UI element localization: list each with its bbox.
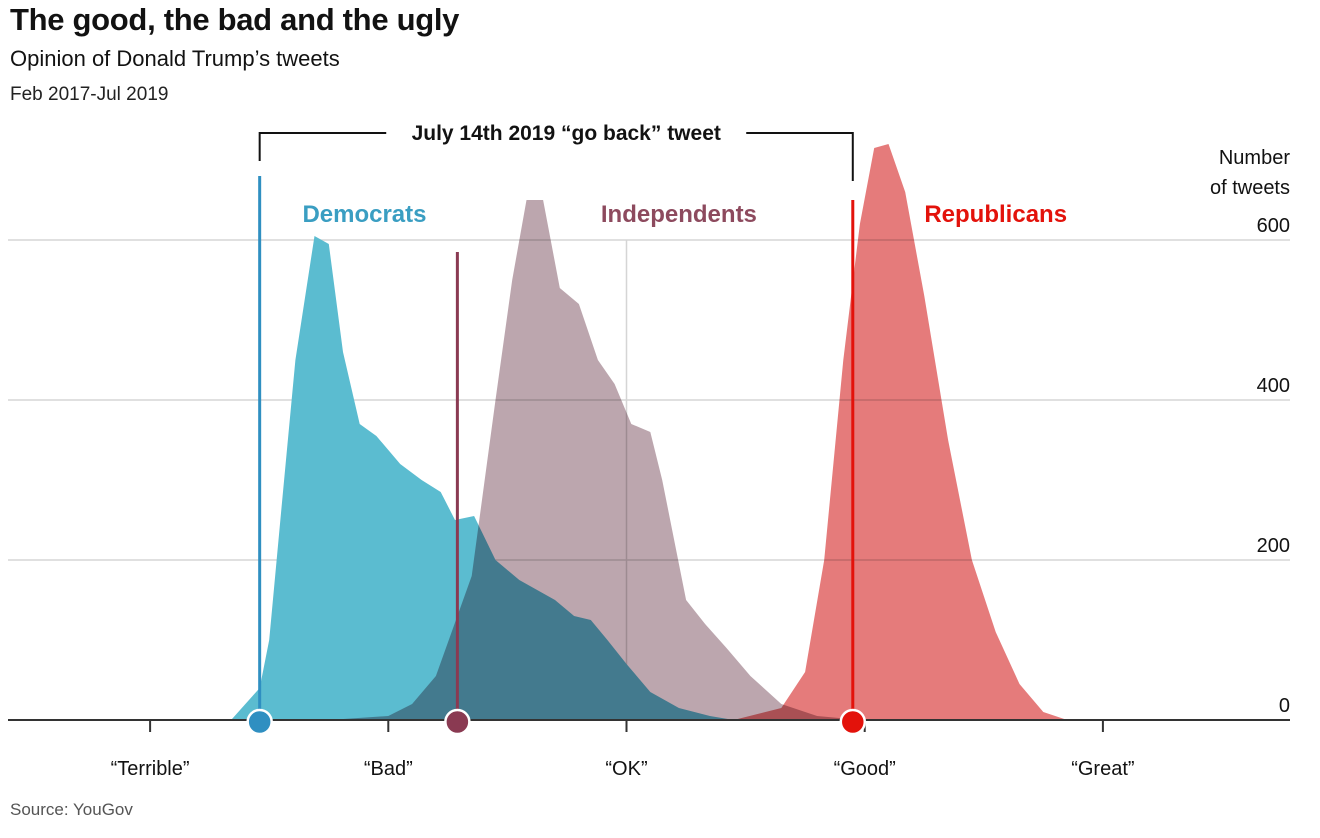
annotation-bracket-left xyxy=(258,132,387,161)
chart-title: The good, the bad and the ugly xyxy=(10,2,460,37)
x-tick-label: “Terrible” xyxy=(111,758,190,780)
area-democrats xyxy=(231,236,734,720)
source-note: Source: YouGov xyxy=(10,800,133,819)
tweet-dot-democrats xyxy=(246,708,273,736)
x-tick-label: “Good” xyxy=(834,758,896,780)
y-tick-label: 200 xyxy=(1257,535,1290,557)
tweet-dot-republicans xyxy=(839,708,867,736)
chart-subtitle: Opinion of Donald Trump’s tweets xyxy=(10,46,340,71)
area-republicans xyxy=(733,144,1068,720)
x-axis xyxy=(8,719,1290,732)
series-label-democrats: Democrats xyxy=(302,201,426,228)
series-label-independents: Independents xyxy=(601,201,757,228)
tweet-dot-independents xyxy=(444,708,471,736)
series-areas xyxy=(231,144,1068,720)
y-tick-label: 0 xyxy=(1279,695,1290,717)
y-axis-title: Number xyxy=(1219,147,1290,169)
x-tick-label: “Bad” xyxy=(364,758,413,780)
annotation-label: July 14th 2019 “go back” tweet xyxy=(412,122,721,145)
x-tick-label: “OK” xyxy=(605,758,647,780)
series-label-republicans: Republicans xyxy=(924,201,1067,228)
y-tick-label: 400 xyxy=(1257,375,1290,397)
tweet-markers xyxy=(246,132,867,736)
y-axis-title: of tweets xyxy=(1210,177,1290,199)
x-tick-label: “Great” xyxy=(1071,758,1134,780)
chart-period: Feb 2017-Jul 2019 xyxy=(10,84,169,105)
chart-labels: 0 200 400 600 Number of tweets “Terrible” “Bad”… xyxy=(111,122,1291,780)
y-tick-label: 600 xyxy=(1257,215,1290,237)
area-independents xyxy=(328,200,889,720)
annotation-bracket-right xyxy=(746,132,854,181)
